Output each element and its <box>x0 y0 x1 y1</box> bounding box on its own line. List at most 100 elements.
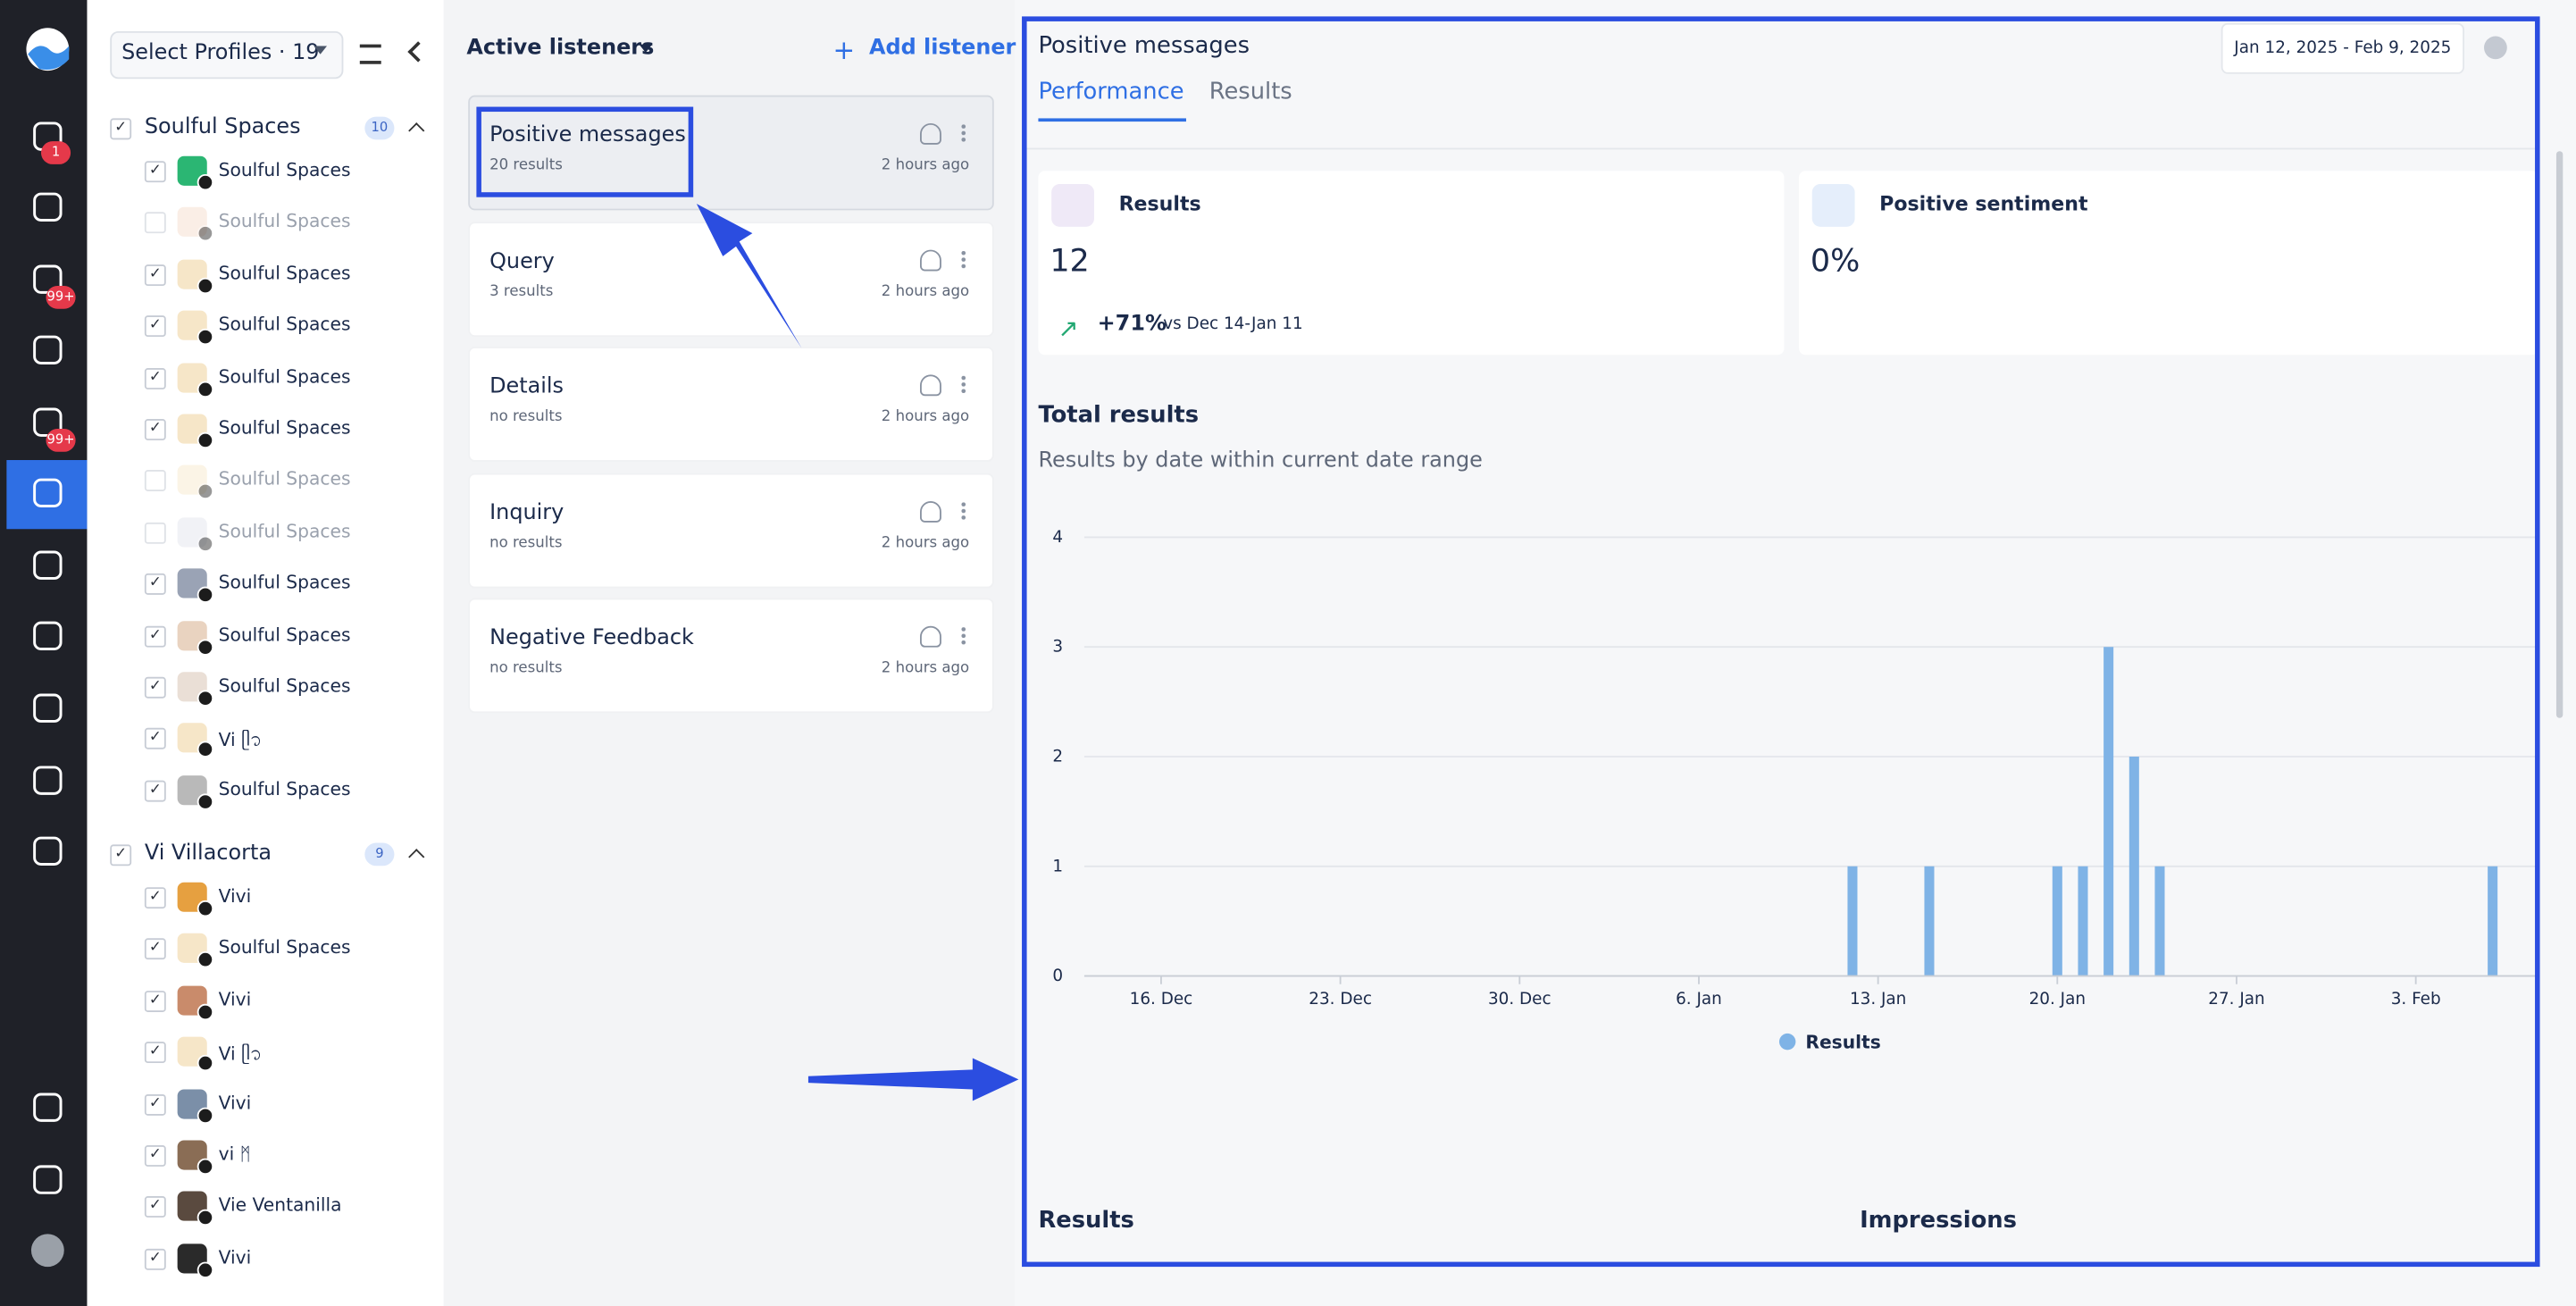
listener-card[interactable] <box>468 598 994 714</box>
checkbox[interactable]: ✓ <box>144 938 166 960</box>
date-range[interactable]: Jan 12, 2025 - Feb 9, 2025 <box>2221 22 2464 74</box>
highlight-box <box>476 106 694 197</box>
checkbox[interactable]: ✓ <box>144 990 166 1012</box>
tab[interactable]: Performance <box>1038 79 1184 105</box>
listener-time: 2 hours ago <box>881 534 970 552</box>
add-icon: + <box>832 34 856 66</box>
checkbox[interactable]: ✓ <box>144 1093 166 1116</box>
checkbox[interactable]: ✓ <box>144 1196 166 1218</box>
more-icon[interactable] <box>960 248 966 269</box>
y-tick-label: 0 <box>1052 967 1063 985</box>
profile-name: Soulful Spaces <box>218 778 351 800</box>
more-icon[interactable] <box>960 625 966 646</box>
checkbox[interactable]: ✓ <box>144 887 166 909</box>
x-tick-label: 30. Dec <box>1488 990 1551 1009</box>
card-icon <box>1051 184 1094 227</box>
filter-icon[interactable] <box>359 44 381 64</box>
x-tick-label: 27. Jan <box>2208 990 2264 1009</box>
profile-name: Soulful Spaces <box>218 572 351 594</box>
checkbox[interactable]: ✓ <box>144 367 166 389</box>
more-icon[interactable] <box>960 500 966 521</box>
group-count: 9 <box>364 842 395 866</box>
dropdown-caret <box>314 46 328 62</box>
profile-name: Vivi <box>218 1246 252 1268</box>
listener-card[interactable] <box>468 347 994 462</box>
checkbox[interactable]: ✓ <box>144 676 166 699</box>
y-tick-label: 2 <box>1052 748 1063 766</box>
platform-dot <box>197 638 214 656</box>
section-title: Results <box>1038 1207 1134 1235</box>
platform-dot <box>197 277 214 294</box>
nav-badge: 99+ <box>46 429 76 452</box>
more-icon[interactable] <box>960 374 966 395</box>
bar <box>2154 866 2165 976</box>
checkbox[interactable]: ✓ <box>144 161 166 183</box>
nav-icon <box>33 766 63 795</box>
profile-name: Vi ᥫ᭡ <box>218 1043 263 1066</box>
platform-dot <box>197 535 214 552</box>
separator <box>1025 147 2537 150</box>
listener-time: 2 hours ago <box>881 283 970 300</box>
checkbox[interactable]: ✓ <box>144 573 166 596</box>
profile-name: Soulful Spaces <box>218 365 351 388</box>
listener-card[interactable] <box>468 472 994 588</box>
listener-title: Details <box>489 374 565 399</box>
add-listener-button[interactable]: Add listener <box>868 36 1016 62</box>
y-tick-label: 3 <box>1052 638 1063 657</box>
platform-dot <box>197 1003 214 1020</box>
card-change: +71% <box>1097 312 1167 338</box>
checkbox[interactable]: ✓ <box>144 419 166 440</box>
bar <box>1847 866 1858 976</box>
group-count: 10 <box>364 116 395 140</box>
profile-name: Soulful Spaces <box>218 417 351 440</box>
y-tick-label: 4 <box>1052 528 1063 547</box>
listener-count: no results <box>489 660 563 677</box>
platform-dot <box>197 380 214 398</box>
profile-name: Soulful Spaces <box>218 262 351 284</box>
more-icon[interactable] <box>960 122 966 144</box>
listener-count: no results <box>489 534 563 552</box>
nav-bar <box>0 0 88 1306</box>
metric-card <box>1038 171 1785 356</box>
checkbox[interactable]: ✓ <box>144 1248 166 1270</box>
nav-icon <box>33 621 63 650</box>
platform-dot <box>197 1158 214 1176</box>
checkbox[interactable]: ✓ <box>144 315 166 338</box>
checkbox[interactable] <box>144 212 166 234</box>
bar <box>2078 866 2088 976</box>
tab[interactable]: Results <box>1209 79 1292 105</box>
share-icon <box>920 625 941 648</box>
x-tick-label: 6. Jan <box>1676 990 1722 1009</box>
profile-name: Soulful Spaces <box>218 211 351 233</box>
x-tick-label: 23. Dec <box>1309 990 1372 1009</box>
x-tick-label: 16. Dec <box>1130 990 1193 1009</box>
checkbox[interactable]: ✓ <box>144 780 166 802</box>
share-icon <box>920 500 941 522</box>
profile-name: Soulful Spaces <box>218 314 351 336</box>
checkbox[interactable]: ✓ <box>144 728 166 750</box>
trend-arrow: ↗ <box>1058 314 1079 344</box>
card-label: Results <box>1118 192 1201 215</box>
section-title: Impressions <box>1860 1207 2017 1235</box>
checkbox[interactable] <box>144 522 166 544</box>
tab-underline <box>1038 118 1186 122</box>
legend-marker <box>1778 1033 1796 1051</box>
checkbox[interactable]: ✓ <box>144 625 166 647</box>
profile-select[interactable] <box>110 30 344 80</box>
arrow <box>807 1058 1019 1101</box>
checkbox[interactable]: ✓ <box>144 264 166 286</box>
listener-title: Query <box>489 248 555 274</box>
platform-dot <box>197 586 214 604</box>
checkbox[interactable]: ✓ <box>110 844 132 866</box>
arrow <box>696 204 802 348</box>
listener-card[interactable] <box>468 95 994 211</box>
group-name: Vi Villacorta <box>144 841 272 866</box>
checkbox[interactable]: ✓ <box>144 1144 166 1167</box>
checkbox[interactable]: ✓ <box>110 118 132 140</box>
checkbox[interactable] <box>144 470 166 492</box>
checkbox[interactable]: ✓ <box>144 1042 166 1064</box>
x-tick-label: 20. Jan <box>2029 990 2086 1009</box>
